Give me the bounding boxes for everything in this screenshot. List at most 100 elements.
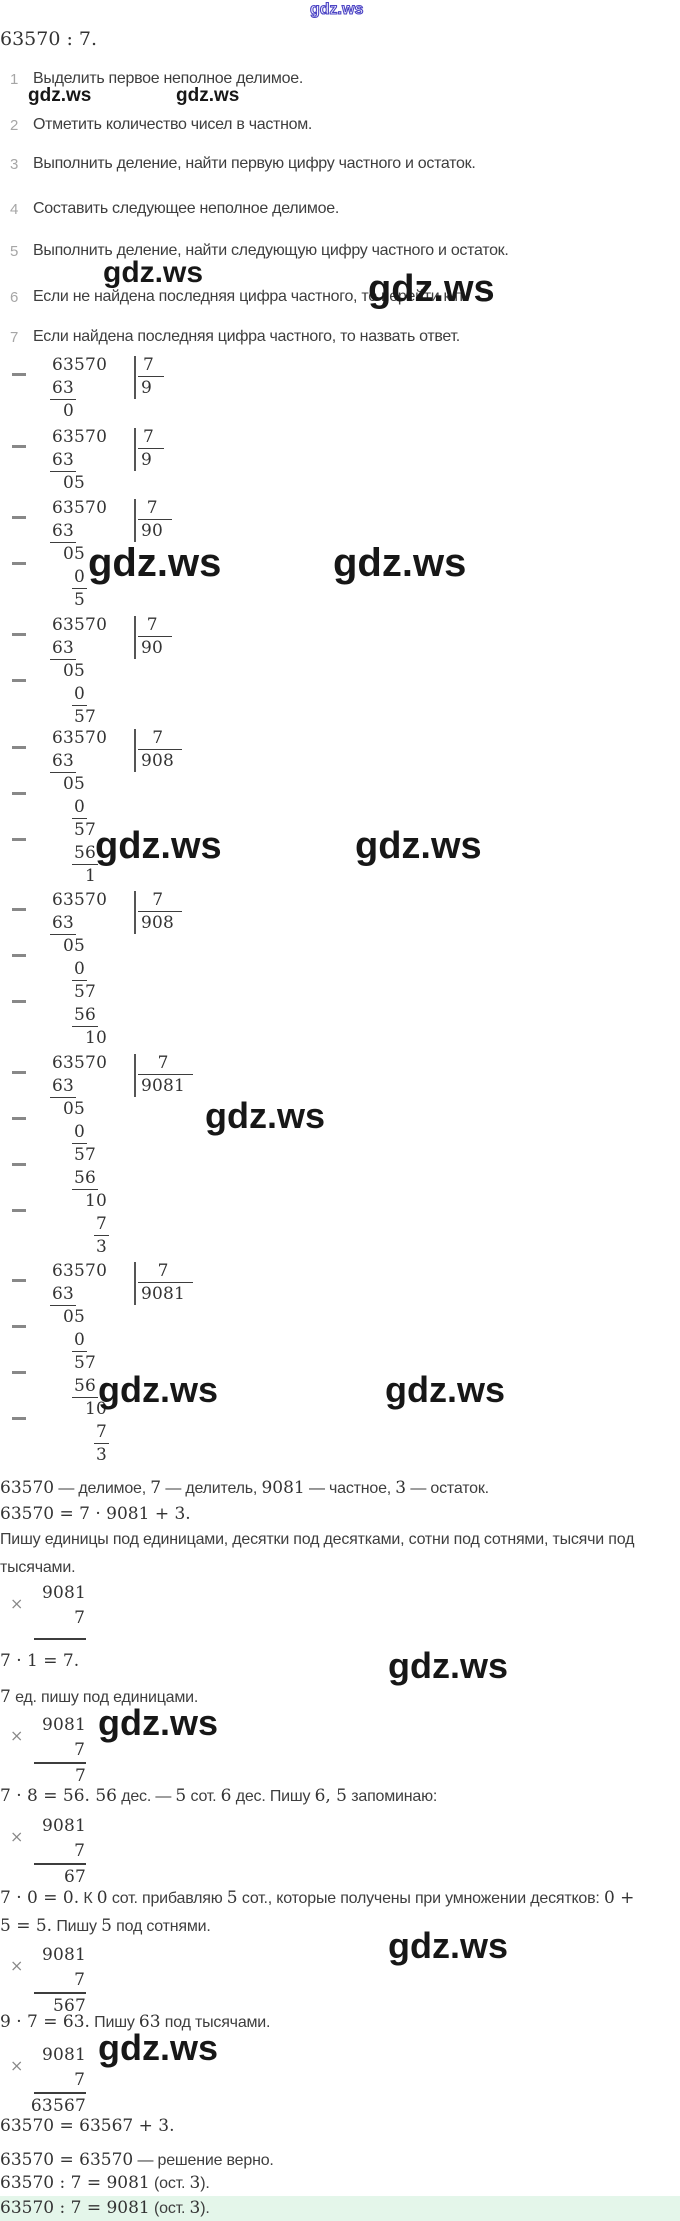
division-row: 56	[72, 843, 99, 865]
math-text: 3	[189, 2198, 201, 2218]
product-line	[34, 1992, 86, 1994]
plain-text: дес. Пишу	[231, 1788, 315, 1805]
math-text: 63570	[0, 1478, 55, 1498]
division-row: 0	[72, 1330, 88, 1352]
quotient: 90	[141, 638, 164, 658]
math-text: 5	[175, 1786, 187, 1806]
math-text: 63570 = 63567 + 3.	[0, 2116, 175, 2136]
quotient-line	[138, 910, 183, 913]
text-line: 9 · 7 = 63. Пишу 63 под тысячами.	[0, 2012, 270, 2033]
plain-text: под сотнями.	[111, 1918, 211, 1935]
text-line: 63570 — делимое, 7 — делитель, 9081 — ча…	[0, 1478, 489, 1499]
problem-title: 63570 : 7.	[0, 28, 98, 50]
text-line: тысячами.	[0, 1558, 76, 1578]
step-number: 2	[10, 117, 19, 134]
minus-sign	[12, 516, 26, 519]
quotient: 9	[141, 378, 153, 398]
product-line	[34, 1762, 86, 1764]
division-row: 63570	[52, 890, 108, 910]
minus-sign	[12, 1163, 26, 1166]
division-row: 57	[74, 1145, 97, 1165]
quotient-line	[138, 1281, 194, 1284]
watermark: gdz.ws	[98, 2027, 219, 2068]
step-number: 7	[10, 329, 19, 346]
watermark: gdz.ws	[333, 541, 467, 585]
multiplier: 7	[74, 1740, 85, 1760]
step-text: Выполнить деление, найти следующую цифру…	[33, 242, 509, 259]
text-line: 7 · 0 = 0. К 0 сот. прибавляю 5 сот., ко…	[0, 1888, 634, 1909]
division-bracket-bar	[134, 616, 136, 659]
quotient-line	[138, 748, 183, 751]
quotient-line	[138, 447, 164, 450]
plain-text: запоминаю:	[347, 1788, 438, 1805]
text-line: 5 = 5. Пишу 5 под сотнями.	[0, 1916, 211, 1937]
math-text: 7	[0, 1687, 11, 1707]
watermark: gdz.ws	[98, 1702, 219, 1743]
plain-text: — остаток.	[406, 1480, 489, 1497]
watermark: gdz.ws	[368, 268, 495, 310]
multiply-icon: ×	[10, 2056, 24, 2075]
quotient-line	[138, 635, 172, 638]
plain-text: сот., которые получены при умножении дес…	[237, 1890, 604, 1907]
division-row: 0	[72, 684, 88, 706]
division-row: 56	[72, 1168, 99, 1190]
math-text: 6	[220, 1786, 232, 1806]
minus-sign	[12, 1071, 26, 1074]
math-text: 7 · 8 = 56. 56	[0, 1786, 117, 1806]
step-number: 6	[10, 289, 19, 306]
minus-sign	[12, 1117, 26, 1120]
quotient-line	[138, 518, 172, 521]
division-row: 05	[63, 774, 86, 794]
minus-sign	[12, 1371, 26, 1374]
math-text: 63570 = 7 · 9081 + 3.	[0, 1504, 191, 1524]
multiply-icon: ×	[10, 1726, 24, 1745]
product-line	[34, 2092, 86, 2094]
text-line: 63570 : 7 = 9081 (ост. 3).	[0, 2173, 210, 2194]
math-text: 5 = 5.	[0, 1916, 53, 1936]
step-text: Если найдена последняя цифра частного, т…	[33, 328, 460, 345]
division-row: 0	[72, 1122, 88, 1144]
product-line	[34, 1638, 86, 1640]
math-text: 7	[150, 1478, 162, 1498]
division-row: 05	[63, 1307, 86, 1327]
answer-line-highlighted: 63570 : 7 = 9081 (ост. 3).	[0, 2198, 210, 2219]
math-text: 63570 : 7 = 9081	[0, 2173, 150, 2193]
plain-text: К	[79, 1890, 97, 1907]
division-row: 0	[72, 797, 88, 819]
text-line: 63570 = 63567 + 3.	[0, 2116, 174, 2137]
division-bracket-bar	[134, 499, 136, 542]
minus-sign	[12, 679, 26, 682]
division-row: 63	[50, 1076, 77, 1098]
plain-text: — делитель,	[161, 1480, 262, 1497]
multiplicand: 9081	[42, 1583, 87, 1603]
divisor: 7	[143, 355, 154, 375]
minus-sign	[12, 1325, 26, 1328]
watermark: gdz.ws	[176, 85, 240, 106]
divisor: 7	[152, 890, 164, 910]
multiplier: 7	[74, 2070, 85, 2090]
minus-sign	[12, 562, 26, 565]
watermark: gdz.ws	[355, 825, 482, 867]
quotient: 90	[141, 521, 164, 541]
quotient: 9081	[141, 1284, 186, 1304]
watermark: gdz.ws	[388, 1925, 509, 1966]
plain-text: ед. пишу под единицами.	[10, 1689, 199, 1706]
minus-sign	[12, 1000, 26, 1003]
division-row: 56	[72, 1376, 99, 1398]
minus-sign	[12, 908, 26, 911]
minus-sign	[12, 838, 26, 841]
division-bracket-bar	[134, 1054, 136, 1097]
plain-text: тысячами.	[0, 1559, 76, 1576]
division-row: 3	[96, 1445, 108, 1465]
division-row: 63570	[52, 1053, 108, 1073]
math-text: 0 +	[603, 1888, 635, 1908]
multiplicand: 9081	[42, 2045, 87, 2065]
product: 7	[74, 1766, 86, 1786]
multiplicand: 9081	[42, 1945, 87, 1965]
watermark: gdz.ws	[388, 1645, 509, 1686]
quotient: 908	[141, 913, 175, 933]
math-text: 3	[395, 1478, 407, 1498]
text-line: Пишу единицы под единицами, десятки под …	[0, 1530, 634, 1550]
minus-sign	[12, 1417, 26, 1420]
